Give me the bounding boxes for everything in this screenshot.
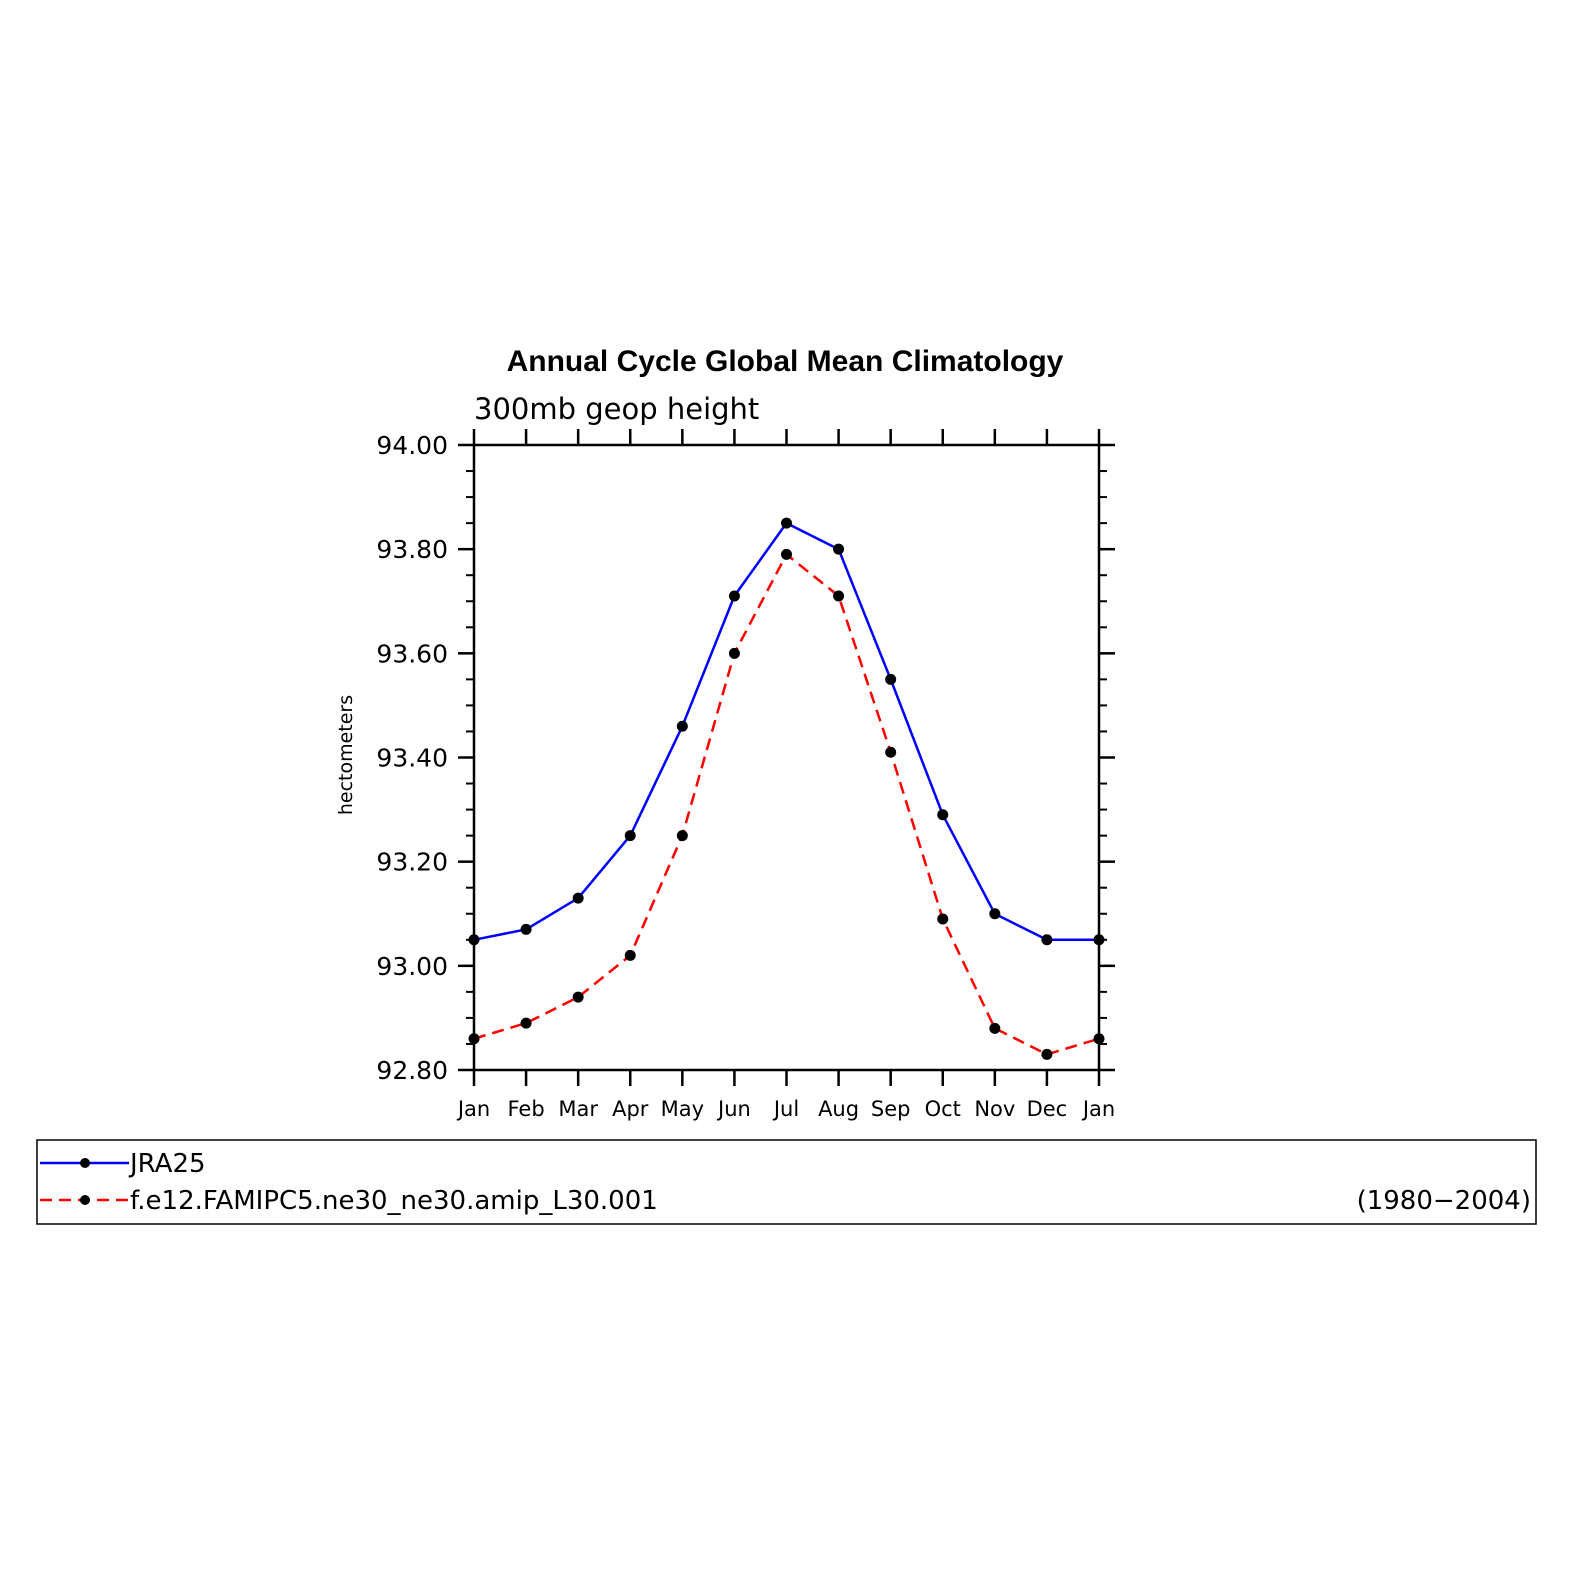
series-1-point: [1093, 1033, 1105, 1045]
series-0-point: [520, 923, 532, 935]
x-tick-label: Feb: [507, 1097, 544, 1121]
legend-label-model: f.e12.FAMIPC5.ne30_ne30.amip_L30.001: [130, 1186, 658, 1216]
series-1-point: [728, 647, 740, 659]
chart-subtitle: 300mb geop height: [474, 392, 759, 426]
x-tick-label: Sep: [871, 1097, 911, 1121]
series-0-point: [468, 934, 480, 946]
x-tick-label: Mar: [558, 1097, 598, 1121]
series-0-point: [624, 830, 636, 842]
series-0-point: [989, 908, 1001, 920]
x-tick-label: Nov: [974, 1097, 1015, 1121]
y-tick-label: 93.40: [376, 744, 448, 773]
legend-marker-jra25: [80, 1158, 90, 1168]
series-1-point: [520, 1017, 532, 1029]
series-0-point: [781, 517, 792, 529]
series-1-point: [468, 1033, 480, 1045]
y-tick-label: 93.20: [376, 848, 448, 877]
legend: JRA25 f.e12.FAMIPC5.ne30_ne30.amip_L30.0…: [36, 1139, 1537, 1225]
series-1-point: [833, 590, 845, 602]
series-1-point: [624, 949, 636, 961]
series-0-point: [1093, 934, 1105, 946]
series-0-point: [885, 673, 897, 685]
series-1-point: [989, 1022, 1001, 1034]
series-1-point: [1041, 1048, 1053, 1060]
x-tick-label: Oct: [925, 1097, 961, 1121]
y-tick-label: 94.00: [376, 431, 448, 460]
series-0-point: [728, 590, 740, 602]
x-tick-label: Jul: [772, 1097, 799, 1121]
chart-title: Annual Cycle Global Mean Climatology: [507, 345, 1064, 378]
series-layer: [468, 517, 1105, 1060]
legend-period-note: (1980−2004): [1357, 1186, 1531, 1216]
series-1-point: [937, 913, 949, 925]
series-line-1: [473, 553, 1100, 1056]
series-0-point: [833, 543, 845, 555]
y-tick-label: 93.80: [376, 535, 448, 564]
y-axis-label: hectometers: [335, 695, 357, 815]
x-tick-label: Jun: [716, 1097, 751, 1121]
x-tick-label: Dec: [1027, 1097, 1068, 1121]
series-0-point: [676, 720, 688, 732]
x-tick-label: May: [661, 1097, 704, 1121]
series-1-point: [572, 991, 584, 1003]
y-tick-label: 93.60: [376, 639, 448, 668]
legend-label-jra25: JRA25: [128, 1149, 206, 1179]
series-0-point: [937, 809, 949, 821]
legend-box: [36, 1139, 1537, 1225]
legend-marker-model: [80, 1195, 90, 1205]
x-tick-label: Jan: [1081, 1097, 1115, 1121]
plot-frame: [472, 443, 1101, 1072]
x-tick-label: Jan: [456, 1097, 490, 1121]
series-1-point: [676, 830, 688, 842]
x-tick-label: Aug: [818, 1097, 859, 1121]
series-line-0: [473, 521, 1099, 942]
plot-axes: 92.80 93.00 93.20 93.40 93.60 93.80 94.00 Jan Fe…: [376, 429, 1115, 1121]
series-1-point: [885, 746, 897, 758]
series-1-point: [781, 548, 792, 560]
y-tick-label: 93.00: [376, 952, 448, 981]
series-0-point: [1041, 934, 1053, 946]
series-0-point: [572, 892, 584, 904]
y-tick-label: 92.80: [376, 1056, 448, 1085]
x-tick-label: Apr: [612, 1097, 649, 1121]
